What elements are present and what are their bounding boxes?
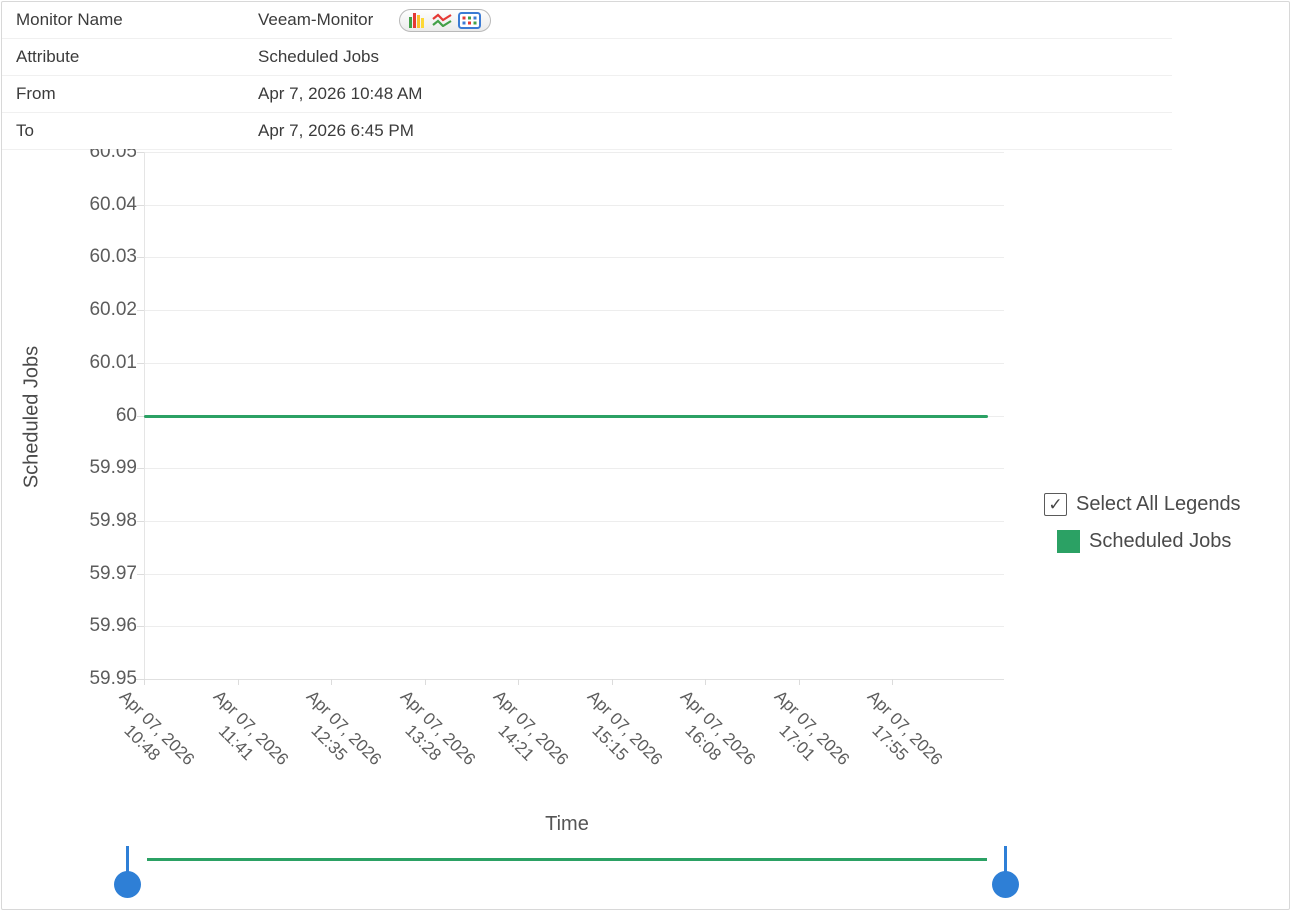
y-tick-label: 60.05 [89, 149, 137, 162]
y-tick-mark [137, 574, 144, 575]
table-row-to: To Apr 7, 2026 6:45 PM [2, 113, 1172, 150]
bar-chart-icon[interactable] [409, 12, 426, 28]
x-tick-mark [518, 679, 519, 685]
x-tick-label-text: Apr 07, 2026 10:48 [115, 686, 199, 769]
x-tick-label-text: Apr 07, 2026 17:01 [770, 686, 854, 769]
x-axis-title: Time [545, 813, 589, 835]
from-value: Apr 7, 2026 10:48 AM [258, 84, 423, 103]
select-all-label: Select All Legends [1076, 493, 1241, 515]
x-tick-mark [331, 679, 332, 685]
y-tick-mark [137, 310, 144, 311]
slider-left-handle-stem [126, 846, 129, 874]
gridline [144, 152, 1004, 153]
y-tick-label: 59.99 [89, 457, 137, 478]
y-axis-title: Scheduled Jobs [20, 345, 43, 489]
y-tick-label: 60.02 [89, 299, 137, 320]
row-label: Attribute [16, 47, 80, 66]
y-tick-label: 60.01 [89, 352, 137, 373]
y-tick-label: 59.96 [89, 615, 137, 636]
x-tick-label-text: Apr 07, 2026 17:55 [863, 686, 947, 769]
x-tick-mark [612, 679, 613, 685]
y-tick-label: 59.98 [89, 510, 137, 531]
x-tick-mark [705, 679, 706, 685]
y-tick-mark [137, 468, 144, 469]
y-tick-label: 60 [115, 405, 137, 426]
slider-right-handle[interactable] [992, 871, 1019, 898]
y-tick-mark [137, 363, 144, 364]
y-tick-mark [137, 626, 144, 627]
slider-left-handle[interactable] [114, 871, 141, 898]
gridline [144, 626, 1004, 627]
y-tick-mark [137, 257, 144, 258]
y-tick-mark [137, 416, 144, 417]
y-tick-label: 60.03 [89, 246, 137, 267]
info-table: Monitor Name Veeam-Monitor [2, 2, 1172, 150]
gridline [136, 679, 1004, 680]
y-tick-mark [137, 679, 144, 680]
gridline [144, 205, 1004, 206]
x-tick-label-text: Apr 07, 2026 11:41 [209, 686, 293, 769]
series-line-scheduled-jobs [144, 415, 988, 418]
x-tick-label-text: Apr 07, 2026 14:21 [489, 686, 573, 769]
x-tick-label-text: Apr 07, 2026 15:15 [583, 686, 667, 769]
gridline [144, 257, 1004, 258]
chart-panel: Monitor Name Veeam-Monitor [1, 1, 1290, 910]
x-tick-label: Apr 07, 2026 17:55 [864, 686, 975, 769]
slider-track[interactable] [147, 858, 987, 861]
legend-item-label: Scheduled Jobs [1089, 530, 1232, 552]
y-tick-mark [137, 152, 144, 153]
x-tick-mark [425, 679, 426, 685]
row-label: To [16, 121, 34, 140]
y-tick-label: 60.04 [89, 194, 137, 215]
y-tick-label: 59.97 [89, 563, 137, 584]
monitor-name-value: Veeam-Monitor [258, 10, 374, 29]
attribute-value: Scheduled Jobs [258, 47, 379, 66]
checkbox-check-icon: ✓ [1048, 494, 1063, 514]
x-tick-label-text: Apr 07, 2026 16:08 [676, 686, 760, 769]
to-value: Apr 7, 2026 6:45 PM [258, 121, 414, 140]
select-all-checkbox[interactable]: ✓ [1044, 493, 1067, 516]
line-chart-icon[interactable] [432, 13, 452, 27]
x-tick-mark [238, 679, 239, 685]
legend-swatch [1057, 530, 1080, 553]
table-row-from: From Apr 7, 2026 10:48 AM [2, 76, 1172, 113]
x-tick-label-text: Apr 07, 2026 13:28 [396, 686, 480, 769]
gridline [144, 574, 1004, 575]
legend-item-scheduled-jobs[interactable]: Scheduled Jobs [1044, 530, 1241, 553]
select-all-legends[interactable]: ✓ Select All Legends [1044, 493, 1241, 516]
y-tick-mark [137, 521, 144, 522]
gridline [144, 521, 1004, 522]
x-tick-mark [799, 679, 800, 685]
x-tick-mark [892, 679, 893, 685]
row-label: From [16, 84, 56, 103]
x-tick-mark [144, 679, 145, 685]
gridline [144, 363, 1004, 364]
slider-right-handle-stem [1004, 846, 1007, 874]
gridline [144, 468, 1004, 469]
row-label: Monitor Name [16, 10, 123, 29]
chart-area: 60.05 60.04 60.03 60.02 60.01 60 59.99 59.98 59.… [2, 149, 1289, 909]
y-tick-label: 59.95 [89, 668, 137, 689]
table-row-attribute: Attribute Scheduled Jobs [2, 39, 1172, 76]
table-row-monitor-name: Monitor Name Veeam-Monitor [2, 2, 1172, 39]
chart-type-switcher[interactable] [399, 8, 492, 32]
gridline [144, 310, 1004, 311]
table-view-icon[interactable] [458, 11, 482, 29]
legend: ✓ Select All Legends Scheduled Jobs [1044, 493, 1241, 553]
y-tick-mark [137, 205, 144, 206]
x-tick-label-text: Apr 07, 2026 12:35 [302, 686, 386, 769]
